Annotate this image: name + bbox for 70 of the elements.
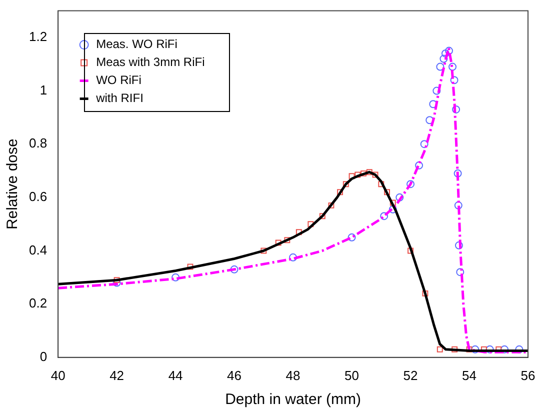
- point: [450, 76, 458, 84]
- point: [328, 202, 334, 208]
- point: [466, 346, 472, 352]
- point: [384, 189, 390, 196]
- point: [378, 181, 384, 188]
- x-tick-label: 56: [520, 368, 536, 383]
- point: [448, 62, 457, 71]
- point: [452, 105, 460, 114]
- point: [319, 213, 326, 220]
- x-tick-label: 48: [286, 368, 300, 383]
- point: [360, 170, 366, 176]
- point: [441, 49, 450, 58]
- point: [436, 62, 444, 71]
- point: [372, 172, 378, 178]
- point: [452, 346, 458, 352]
- point: [380, 212, 388, 220]
- x-tick-label: 52: [403, 368, 418, 383]
- point: [426, 116, 434, 124]
- point: [436, 346, 443, 352]
- point: [408, 248, 414, 254]
- x-tick-label: 40: [50, 368, 66, 383]
- point: [456, 268, 464, 276]
- y-axis-title: Relative dose: [4, 138, 22, 230]
- point: [354, 172, 361, 178]
- point: [454, 241, 463, 250]
- point: [420, 140, 428, 148]
- point: [172, 273, 180, 282]
- point: [296, 229, 302, 236]
- point: [284, 237, 290, 244]
- point: [275, 240, 282, 246]
- point: [440, 54, 448, 63]
- point: [308, 221, 314, 228]
- y-tick-label: 0.2: [28, 296, 48, 311]
- point: [454, 169, 462, 178]
- line-series: [58, 46, 528, 354]
- x-tick-label: 46: [227, 368, 242, 383]
- point: [289, 253, 298, 262]
- legend-label: with RIFI: [95, 91, 144, 106]
- x-tick-label: 42: [110, 368, 124, 383]
- x-tick-label: 54: [462, 368, 476, 383]
- point: [444, 46, 453, 55]
- legend-label: Meas. WO RiFi: [96, 37, 178, 52]
- point: [348, 233, 356, 242]
- y-tick-label: 1.2: [28, 29, 48, 44]
- point: [388, 205, 397, 214]
- point: [230, 265, 238, 274]
- point: [337, 189, 344, 196]
- legend-label: WO RiFi: [96, 73, 142, 88]
- x-axis-title: Depth in water (mm): [225, 391, 361, 408]
- legend-label: Meas with 3mm RiFi: [96, 55, 205, 70]
- point: [396, 193, 404, 202]
- point: [471, 345, 480, 354]
- y-tick-label: 0.8: [28, 136, 48, 151]
- point: [114, 277, 120, 284]
- point: [422, 290, 428, 296]
- x-tick-label: 50: [344, 368, 360, 383]
- y-tick-label: 1: [40, 82, 48, 98]
- y-tick-label: 0: [40, 348, 48, 364]
- point: [415, 161, 424, 170]
- point: [187, 264, 194, 270]
- point: [366, 169, 372, 176]
- x-tick-label: 44: [168, 368, 183, 383]
- point: [432, 86, 441, 95]
- point: [260, 248, 267, 254]
- y-tick-label: 0.4: [28, 242, 48, 258]
- y-tick-label: 0.6: [28, 189, 48, 204]
- point: [342, 181, 349, 188]
- point: [406, 180, 415, 188]
- point: [486, 345, 494, 354]
- point: [454, 201, 462, 210]
